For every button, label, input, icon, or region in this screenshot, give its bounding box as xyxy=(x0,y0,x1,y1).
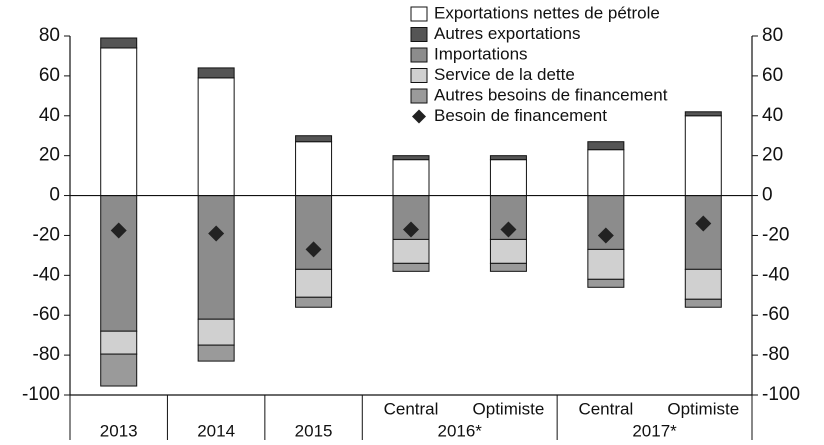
bar-segment xyxy=(295,141,333,197)
bar-segment xyxy=(392,155,430,161)
y2-tick-label: -40 xyxy=(762,264,789,285)
bar-segment xyxy=(489,159,527,197)
bar-segment xyxy=(100,37,138,49)
bar-segment xyxy=(684,195,722,270)
x-tick-label: Optimiste xyxy=(667,399,739,418)
bar-segment xyxy=(100,47,138,197)
y-tick-label: -80 xyxy=(33,344,60,365)
y2-tick-label: 80 xyxy=(762,25,783,46)
bar-segment xyxy=(587,278,625,288)
y-tick-label: -20 xyxy=(33,224,60,245)
bar-segment xyxy=(392,159,430,197)
y2-tick-label: 40 xyxy=(762,105,783,126)
legend-label: Exportations nettes de pétrole xyxy=(434,3,660,22)
bar-segment xyxy=(392,238,430,264)
bar-segment xyxy=(587,141,625,151)
bar-segment xyxy=(197,77,235,197)
diamond-marker xyxy=(305,241,322,258)
group-label: 2016* xyxy=(437,421,482,440)
bar-segment xyxy=(684,268,722,300)
legend-label: Besoin de financement xyxy=(434,106,607,125)
y-tick-label: 40 xyxy=(39,105,60,126)
bar-segment xyxy=(295,195,333,270)
y-tick-label: 60 xyxy=(39,65,60,86)
y2-tick-label: 60 xyxy=(762,65,783,86)
x-tick-label: 2013 xyxy=(100,421,138,440)
diamond-marker xyxy=(110,222,127,239)
diamond-marker xyxy=(597,227,614,244)
bar-segment xyxy=(489,155,527,161)
y2-tick-label: -80 xyxy=(762,344,789,365)
legend-swatch xyxy=(410,27,428,42)
bar-segment xyxy=(684,115,722,197)
bar-segment xyxy=(684,111,722,117)
legend-label: Importations xyxy=(434,44,528,63)
x-tick-label: 2015 xyxy=(295,421,333,440)
diamond-marker xyxy=(500,221,517,238)
bar-segment xyxy=(100,195,138,332)
x-tick-label: 2014 xyxy=(197,421,235,440)
bar-segment xyxy=(295,296,333,308)
y-tick-label: -100 xyxy=(22,384,60,405)
diamond-marker xyxy=(403,221,419,238)
y-tick-label: 20 xyxy=(39,145,60,166)
y2-tick-label: 20 xyxy=(762,145,783,166)
bar-segment xyxy=(489,238,527,264)
y2-tick-label: -100 xyxy=(762,384,800,405)
y-tick-label: 0 xyxy=(49,185,60,206)
bar-segment xyxy=(295,268,333,298)
legend-label: Autres exportations xyxy=(434,24,580,43)
y2-tick-label: -20 xyxy=(762,224,789,245)
legend-label: Service de la dette xyxy=(434,65,575,84)
x-tick-label: Central xyxy=(384,399,439,418)
bar-segment xyxy=(587,149,625,197)
legend-marker xyxy=(412,109,426,124)
legend-label: Autres besoins de financement xyxy=(434,85,668,104)
y-tick-label: -60 xyxy=(33,304,60,325)
bar-segment xyxy=(489,262,527,272)
legend-swatch xyxy=(410,47,428,63)
bar-segment xyxy=(587,248,625,280)
bar-segment xyxy=(392,262,430,272)
legend-swatch xyxy=(410,88,428,104)
bar-segment xyxy=(100,353,138,387)
bar-segment xyxy=(197,195,235,320)
bar-segment xyxy=(295,135,333,143)
bar-segment xyxy=(684,298,722,308)
group-label: 2017* xyxy=(632,421,677,440)
y2-tick-label: 0 xyxy=(762,185,773,206)
y-tick-label: -40 xyxy=(33,264,60,285)
diamond-marker xyxy=(208,225,225,242)
x-tick-label: Central xyxy=(578,399,633,418)
bar-segment xyxy=(197,67,235,79)
diamond-marker xyxy=(695,215,712,232)
legend-swatch xyxy=(410,6,428,22)
legend-swatch xyxy=(410,68,428,83)
bar-segment xyxy=(197,318,235,346)
y2-tick-label: -60 xyxy=(762,304,789,325)
bar-segment xyxy=(100,330,138,355)
bar-segment xyxy=(197,344,235,362)
y-tick-label: 80 xyxy=(39,25,60,46)
x-tick-label: Optimiste xyxy=(473,399,545,418)
